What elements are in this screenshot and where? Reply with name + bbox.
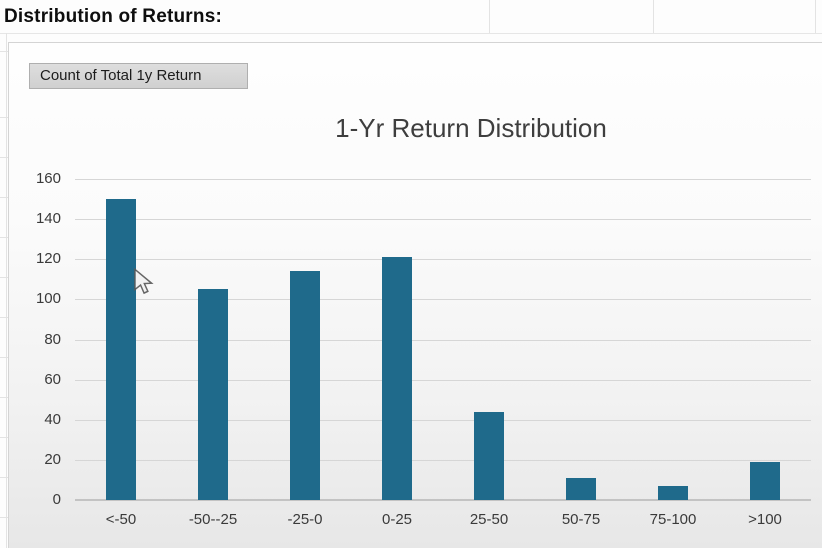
bar--50--25[interactable] — [198, 289, 228, 500]
x-category-label: -25-0 — [287, 511, 323, 528]
y-tick-label: 40 — [44, 410, 61, 428]
x-category-label: >100 — [748, 511, 782, 528]
cell-gridline — [489, 0, 490, 33]
y-tick-label: 100 — [35, 290, 61, 308]
y-gridline — [75, 459, 811, 461]
y-gridline — [75, 179, 811, 180]
y-gridline — [75, 299, 811, 301]
pivot-field-button[interactable]: Count of Total 1y Return — [29, 63, 248, 89]
y-tick-label: 0 — [52, 491, 61, 508]
bar-75-100[interactable] — [658, 485, 688, 500]
cell-gridline — [653, 0, 654, 33]
y-tick-label: 80 — [44, 330, 61, 348]
bar-25-50[interactable] — [474, 411, 504, 500]
chart-title[interactable]: 1-Yr Return Distribution — [335, 113, 607, 143]
bar->100[interactable] — [750, 461, 780, 500]
y-tick-label: 140 — [35, 210, 61, 228]
y-gridline — [75, 259, 811, 261]
chart-object[interactable]: Count of Total 1y Return 1-Yr Return Dis… — [8, 42, 822, 548]
y-gridline — [75, 379, 811, 381]
x-category-label: <-50 — [105, 511, 137, 528]
row-gridlines-strip — [0, 42, 8, 548]
plot-area — [75, 179, 811, 501]
x-category-label: 25-50 — [469, 511, 509, 528]
bar-<-50[interactable] — [106, 199, 136, 500]
bar-50-75[interactable] — [566, 477, 596, 500]
bar--25-0[interactable] — [290, 271, 320, 500]
y-gridline — [75, 339, 811, 341]
cell-gridline — [815, 0, 816, 33]
y-tick-label: 160 — [35, 170, 61, 187]
y-tick-label: 120 — [35, 250, 61, 268]
cell-gridline — [0, 33, 822, 34]
y-tick-label: 60 — [44, 370, 61, 388]
x-category-label: 0-25 — [381, 511, 413, 528]
y-gridline — [75, 219, 811, 221]
sheet-heading: Distribution of Returns: — [4, 6, 223, 27]
mouse-cursor-icon — [134, 268, 154, 295]
x-category-label: 75-100 — [649, 511, 697, 528]
bar-0-25[interactable] — [382, 257, 412, 500]
y-gridline — [75, 419, 811, 421]
x-category-label: -50--25 — [188, 511, 238, 528]
y-tick-label: 20 — [44, 450, 61, 468]
x-axis-line — [75, 499, 811, 501]
x-category-label: 50-75 — [561, 511, 601, 528]
